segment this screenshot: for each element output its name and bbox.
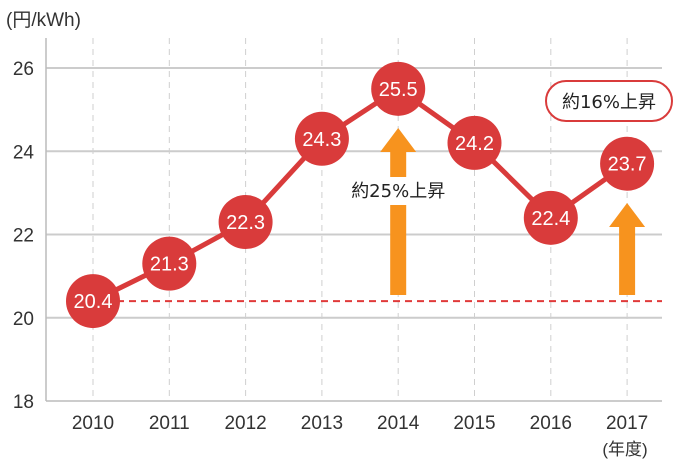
annotation-label: 約16%上昇 bbox=[562, 92, 656, 113]
up-arrow bbox=[380, 128, 417, 295]
arrow-shaft bbox=[619, 226, 636, 295]
x-tick-label: 2014 bbox=[377, 413, 420, 434]
annotation-badge bbox=[545, 80, 673, 122]
x-tick-label: 2013 bbox=[301, 413, 343, 434]
x-tick-label: 2011 bbox=[149, 413, 190, 434]
data-label: 22.4 bbox=[531, 208, 570, 230]
data-label: 25.5 bbox=[379, 79, 418, 101]
data-point bbox=[523, 190, 578, 245]
arrow-head bbox=[609, 203, 646, 227]
data-label: 23.7 bbox=[608, 154, 647, 176]
y-tick-label: 26 bbox=[13, 59, 34, 80]
data-label: 24.2 bbox=[455, 133, 494, 155]
y-tick-labels: 18 20 22 24 26 bbox=[13, 59, 35, 413]
y-tick-label: 22 bbox=[13, 226, 34, 247]
data-point bbox=[66, 274, 120, 329]
x-tick-label: 2010 bbox=[72, 413, 114, 434]
y-unit-label: (円/kWh) bbox=[6, 10, 81, 31]
data-label: 20.4 bbox=[74, 291, 113, 313]
y-tick-label: 20 bbox=[13, 309, 34, 330]
x-tick-label: 2015 bbox=[453, 413, 495, 434]
arrow-shaft bbox=[390, 151, 407, 295]
data-label: 22.3 bbox=[226, 212, 265, 234]
up-arrow bbox=[609, 203, 646, 295]
arrow-head bbox=[380, 128, 417, 152]
x-tick-label: 2012 bbox=[224, 413, 266, 434]
y-tick-label: 18 bbox=[13, 392, 34, 413]
data-point bbox=[600, 136, 655, 191]
axes bbox=[45, 38, 662, 402]
data-point bbox=[447, 115, 502, 170]
x-tick-label: 2016 bbox=[530, 413, 572, 434]
data-label: 24.3 bbox=[302, 129, 341, 151]
x-tick-label: 2017 bbox=[606, 413, 648, 434]
arrow-gap bbox=[384, 177, 413, 205]
x-tick-labels: 2010 2011 2012 2013 2014 2015 2016 2017 bbox=[72, 413, 648, 434]
y-tick-label: 24 bbox=[13, 142, 35, 163]
data-label: 21.3 bbox=[150, 254, 189, 276]
data-point bbox=[142, 236, 197, 291]
x-unit-label: (年度) bbox=[602, 440, 647, 459]
data-point bbox=[294, 111, 349, 166]
series: 20.4 21.3 22.3 24.3 25.5 24.2 22.4 23.7 bbox=[66, 61, 655, 329]
data-point bbox=[371, 61, 426, 116]
annotation-label: 約25%上昇 bbox=[351, 181, 445, 202]
annotations: 約25%上昇 約16%上昇 bbox=[351, 80, 673, 205]
data-point bbox=[218, 195, 273, 250]
